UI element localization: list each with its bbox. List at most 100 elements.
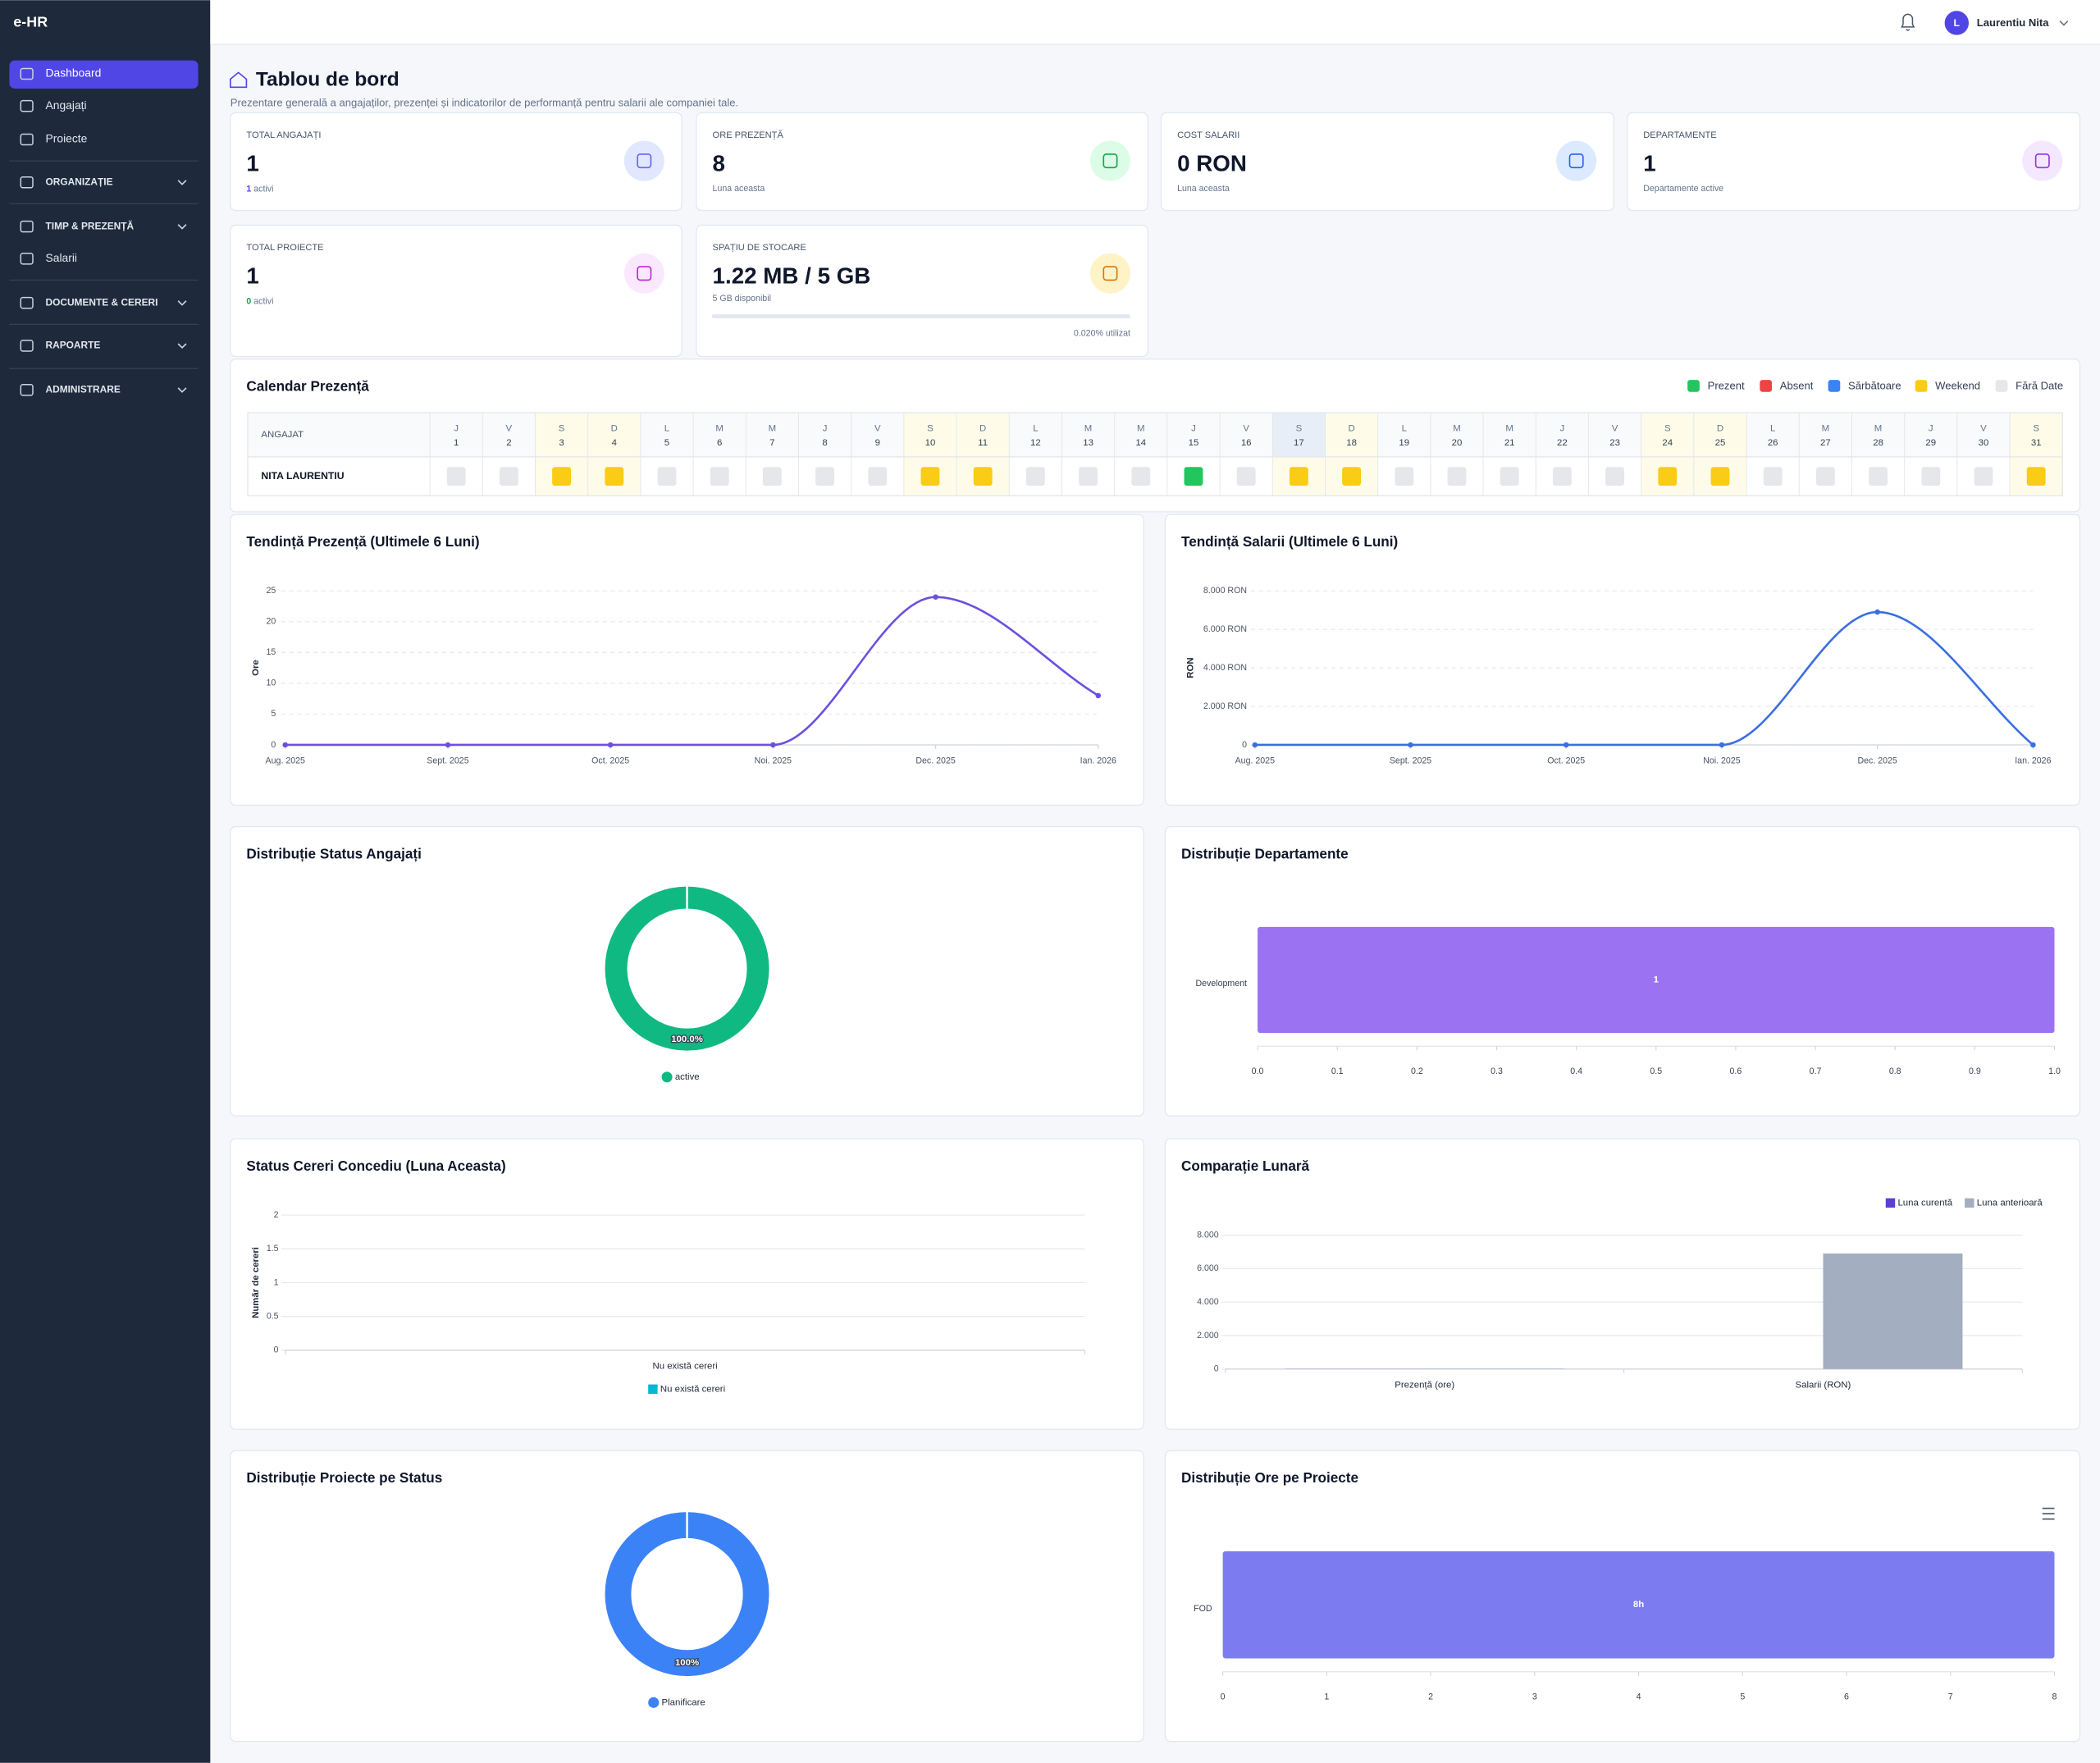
chart-title: Tendință Prezență (Ultimele 6 Luni) <box>246 533 479 550</box>
brand: e-HR <box>13 14 48 30</box>
weekday: L <box>1402 424 1407 434</box>
nav-item[interactable]: Dashboard <box>46 66 102 80</box>
nav-icon <box>20 384 34 396</box>
weekday: V <box>874 424 881 434</box>
nav-section[interactable]: ADMINISTRARE <box>46 383 121 395</box>
chart-card <box>1164 514 2081 806</box>
day-cell <box>1079 467 1098 486</box>
calendar-title: Calendar Prezență <box>246 378 369 395</box>
stat-card <box>1160 112 1615 212</box>
y-tick-label: 0 <box>1214 1364 1219 1374</box>
day-number: 27 <box>1820 438 1831 448</box>
label-part: 1 <box>246 184 251 194</box>
y-tick-label: 0.5 <box>267 1312 279 1322</box>
stat-label: ORE PREZENȚĂ <box>713 130 784 140</box>
weekday: L <box>1033 424 1038 434</box>
x-tick-label: Nu există cereri <box>652 1362 717 1372</box>
stat-note: 5 GB disponibil <box>713 294 771 304</box>
weekday: M <box>1874 424 1883 434</box>
stat-value: 1 <box>246 263 258 289</box>
x-tick-label: 0 <box>1221 1692 1226 1702</box>
x-tick-label: 5 <box>1740 1692 1745 1702</box>
weekday: S <box>559 424 565 434</box>
legend-label: Luna curentă <box>1897 1198 1952 1208</box>
point <box>1719 742 1725 748</box>
nav-icon <box>20 220 34 233</box>
label: 1 activi <box>246 184 273 194</box>
weekday: V <box>1243 424 1249 434</box>
weekday: M <box>1453 424 1461 434</box>
bell-icon[interactable] <box>1901 13 1915 31</box>
stat-label: TOTAL ANGAJAȚI <box>246 130 321 140</box>
nav-item[interactable]: Proiecte <box>46 132 88 145</box>
user-name[interactable]: Laurentiu Nita <box>1977 16 2049 29</box>
day-number: 13 <box>1083 438 1093 448</box>
x-tick-label: 0.0 <box>1252 1066 1264 1076</box>
nav-section[interactable]: DOCUMENTE & CERERI <box>46 296 158 308</box>
weekday: J <box>1929 424 1933 434</box>
nav-icon <box>20 133 34 146</box>
legend-label: Planificare <box>662 1697 705 1707</box>
day-cell <box>1869 467 1888 486</box>
weekday: J <box>1560 424 1565 434</box>
nav-icon <box>20 253 34 265</box>
chart-title: Distribuție Status Angajați <box>246 845 421 861</box>
point <box>1563 742 1569 748</box>
today-header <box>1272 413 1326 457</box>
stat-value: 1 <box>246 150 258 176</box>
data-label: 100.0% <box>671 1035 703 1044</box>
label-part: activi <box>253 184 273 194</box>
label: 0.020% utilizat <box>1074 329 1130 339</box>
y-tick-label: 15 <box>267 647 276 657</box>
active-item[interactable] <box>9 60 199 89</box>
x-tick-label: Sept. 2025 <box>1390 756 1431 765</box>
legend-swatch <box>1965 1198 1974 1208</box>
day-cell <box>815 467 835 486</box>
x-tick-label: Noi. 2025 <box>1703 756 1741 765</box>
stat-icon <box>637 153 652 169</box>
day-number: 31 <box>2031 438 2042 448</box>
day-cell <box>1184 467 1203 486</box>
nav-section[interactable]: TIMP & PREZENȚĂ <box>46 219 135 231</box>
x-tick-label: Prezență (ore) <box>1395 1380 1454 1390</box>
x-tick-label: 1.0 <box>2048 1066 2061 1076</box>
label-part: activi <box>253 296 273 306</box>
sidebar <box>0 0 211 1763</box>
avatar[interactable] <box>1944 11 1969 35</box>
day-cell <box>1447 467 1467 486</box>
x-tick-label: 4 <box>1637 1692 1641 1702</box>
day-number: 4 <box>612 438 618 448</box>
y-axis-label: Număr de cereri <box>251 1247 261 1318</box>
day-number: 17 <box>1294 438 1304 448</box>
y-axis-label: Ore <box>251 660 261 676</box>
day-number: 26 <box>1768 438 1778 448</box>
x-tick-label: 0.7 <box>1810 1066 1822 1076</box>
stat-label: TOTAL PROIECTE <box>246 243 323 253</box>
nav-item[interactable]: Salarii <box>46 251 78 264</box>
stat-icon-bg <box>1089 253 1130 294</box>
stat-value: 1.22 MB / 5 GB <box>713 263 871 289</box>
x-tick-label: 3 <box>1532 1692 1537 1702</box>
donut-slice <box>603 1510 771 1679</box>
y-tick-label: 2.000 RON <box>1203 701 1247 711</box>
nav-icon <box>20 67 34 80</box>
chart-title: Tendință Salarii (Ultimele 6 Luni) <box>1181 533 1398 550</box>
x-tick-label: Dec. 2025 <box>915 756 955 765</box>
weekday: M <box>1505 424 1513 434</box>
nav-section[interactable]: ORGANIZAȚIE <box>46 176 113 187</box>
y-tick-label: FOD <box>1194 1604 1212 1614</box>
stat-icon <box>1102 266 1118 281</box>
x-tick-label: 0.4 <box>1570 1066 1582 1076</box>
weekday: V <box>506 424 513 434</box>
nav-item[interactable]: Angajați <box>46 98 87 112</box>
nav-section[interactable]: RAPOARTE <box>46 340 101 351</box>
chevron <box>2059 20 2069 26</box>
day-number: 23 <box>1609 438 1620 448</box>
line <box>1254 610 2034 747</box>
point <box>770 742 776 748</box>
y-tick-label: 6.000 RON <box>1203 624 1247 634</box>
chevron <box>177 224 187 230</box>
page-subtitle: Prezentare generală a angajaților, preze… <box>231 96 738 108</box>
stat-card <box>696 112 1148 212</box>
day-cell <box>1395 467 1414 486</box>
